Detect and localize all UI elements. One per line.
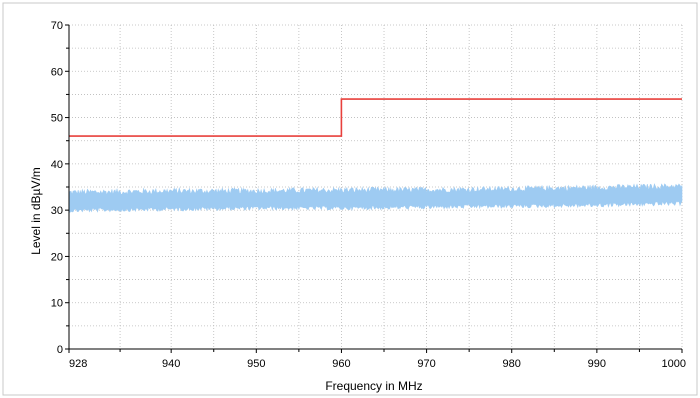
plot-data	[68, 98, 683, 214]
y-tick-label: 20	[51, 251, 63, 263]
x-tick-label: 980	[503, 358, 521, 370]
y-tick-label: 30	[51, 205, 63, 217]
y-tick-label: 60	[51, 66, 63, 78]
limit-line-series	[69, 98, 682, 137]
x-tick-label: 928	[69, 358, 87, 370]
y-tick-label: 10	[51, 298, 63, 310]
x-tick-label: 1000	[662, 358, 686, 370]
y-tick-label: 0	[57, 344, 63, 356]
noise-band-series	[68, 183, 683, 214]
x-tick-label: 960	[332, 358, 350, 370]
y-tick-label: 40	[51, 159, 63, 171]
y-tick-label: 50	[51, 113, 63, 125]
x-tick-label: 990	[588, 358, 606, 370]
y-axis-title: Level in dBµV/m	[29, 167, 43, 255]
x-tick-label: 940	[162, 358, 180, 370]
axes: 0 10 20 30 40 50 60 70 928 940 950 960 970 980 990 1000	[51, 20, 686, 370]
y-tick-label: 70	[51, 20, 63, 32]
x-axis-title: Frequency in MHz	[325, 379, 422, 393]
x-tick-label: 950	[247, 358, 265, 370]
x-tick-label: 970	[417, 358, 435, 370]
grid-lines	[69, 24, 683, 349]
